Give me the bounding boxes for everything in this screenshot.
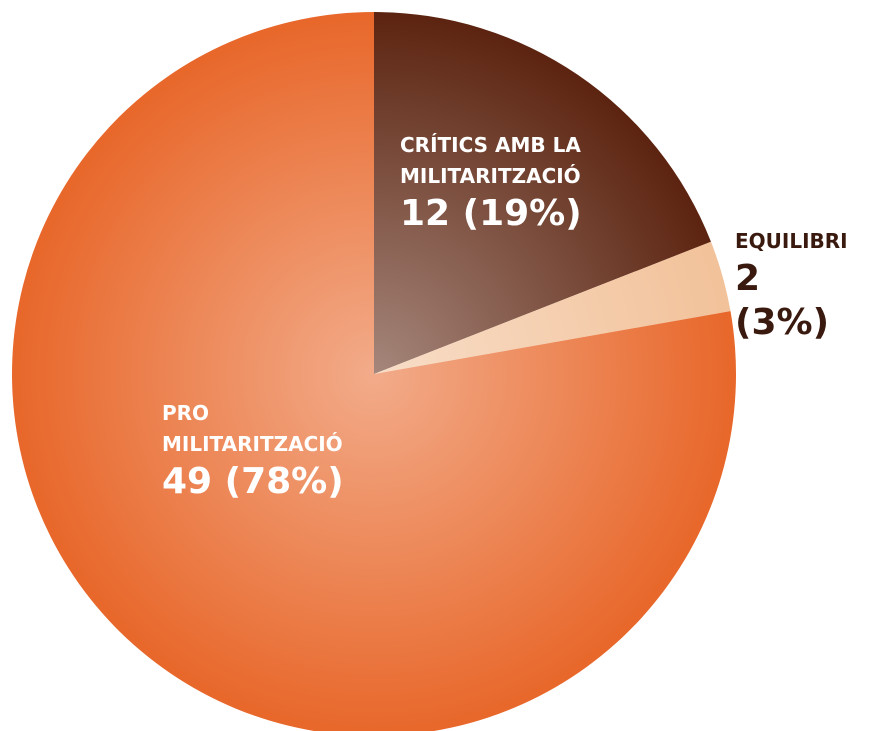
- category-label: CRÍTICS AMB LA MILITARITZACIÓ: [400, 133, 581, 188]
- slice-label: CRÍTICS AMB LA MILITARITZACIÓ 12 (19%): [400, 130, 615, 236]
- category-label: EQUILIBRI: [735, 229, 848, 253]
- slice-label: EQUILIBRI 2 (3%): [735, 226, 865, 345]
- category-label: PRO MILITARITZACIÓ: [162, 401, 343, 456]
- pie-sheen: [12, 12, 736, 731]
- value-label: 2 (3%): [735, 258, 830, 343]
- value-label: 49 (78%): [162, 461, 344, 502]
- value-label: 12 (19%): [400, 193, 582, 234]
- slice-label: PRO MILITARITZACIÓ 49 (78%): [162, 398, 387, 504]
